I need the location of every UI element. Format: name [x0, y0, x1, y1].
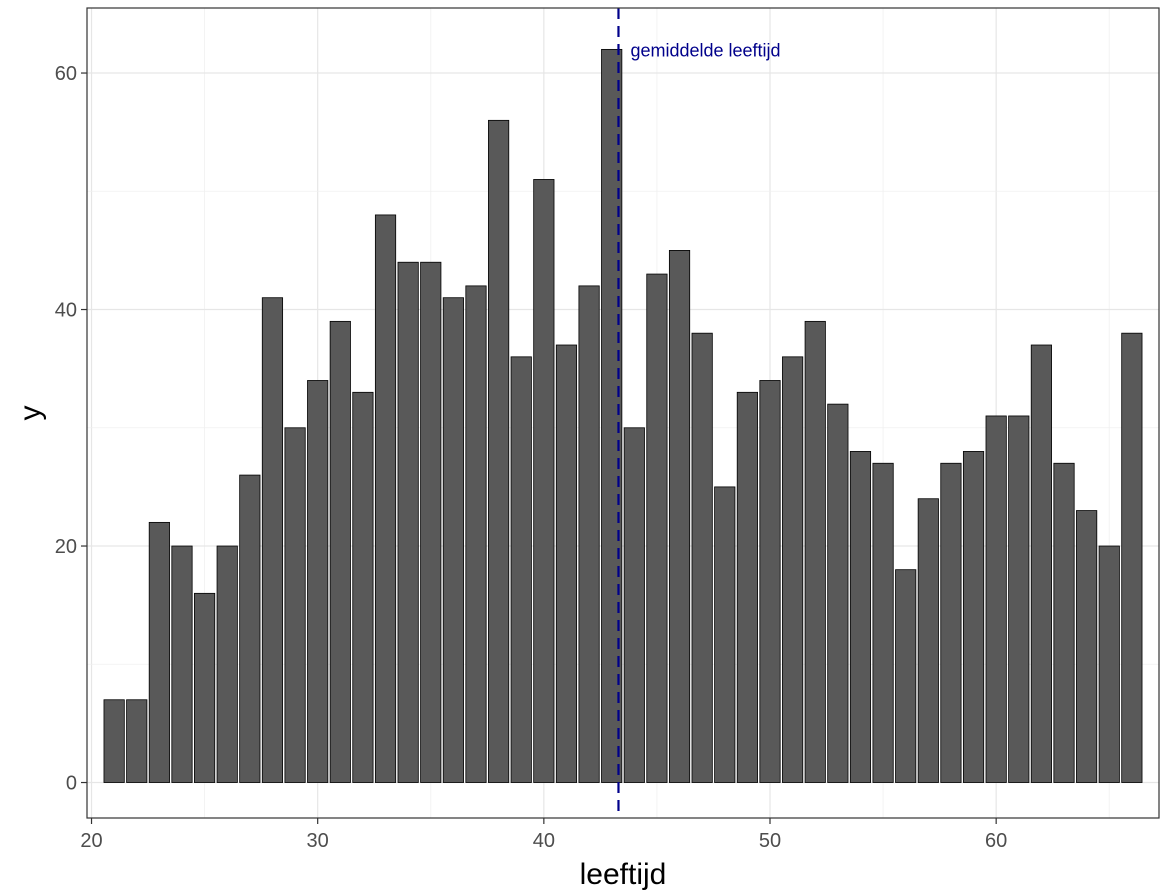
bar: [194, 592, 216, 783]
x-tick-label: 60: [985, 830, 1007, 852]
bar: [827, 403, 849, 783]
bar: [397, 261, 419, 783]
y-tick-label: 0: [66, 773, 77, 795]
bar: [601, 48, 623, 783]
bar: [171, 545, 193, 783]
mean-age-label: gemiddelde leeftijd: [630, 40, 780, 60]
bar: [307, 380, 329, 783]
bar: [623, 427, 645, 783]
bar: [849, 451, 872, 783]
x-tick-label: 30: [307, 830, 329, 852]
x-axis-title: leeftijd: [580, 858, 667, 891]
bar: [420, 261, 442, 783]
bar: [985, 415, 1007, 783]
bar: [759, 380, 781, 783]
bar: [1076, 510, 1098, 783]
y-tick-label: 60: [55, 63, 77, 85]
bar: [148, 521, 170, 783]
y-tick-label: 20: [55, 536, 77, 558]
bar: [1053, 462, 1075, 783]
bar: [668, 250, 691, 783]
x-tick-label: 40: [533, 830, 555, 852]
bar: [103, 699, 125, 783]
panel-border: [86, 7, 1160, 819]
bars-layer: [103, 48, 1143, 783]
bar: [714, 486, 736, 783]
bar: [329, 320, 351, 783]
bar: [533, 179, 555, 783]
bar: [555, 344, 578, 783]
bar: [352, 391, 374, 783]
bar: [1030, 344, 1052, 783]
bar: [239, 474, 261, 783]
bar: [374, 214, 397, 783]
bar: [261, 297, 284, 783]
bar: [1008, 415, 1030, 783]
bar: [962, 451, 985, 783]
y-tick-label: 40: [55, 300, 77, 322]
bar: [578, 285, 600, 783]
bar: [917, 498, 939, 783]
bar: [1098, 545, 1120, 783]
x-tick-label: 50: [759, 830, 781, 852]
x-tick-label: 20: [80, 830, 102, 852]
ticks-layer: 20 30 40 50 60 0 20 40 60: [55, 63, 1008, 852]
annotation-layer: gemiddelde leeftijd: [617, 8, 781, 818]
bar: [488, 119, 510, 783]
bar: [872, 462, 894, 783]
bar: [126, 699, 148, 783]
bar: [216, 545, 238, 783]
bar: [782, 356, 804, 783]
bar: [646, 273, 668, 783]
bar: [736, 391, 758, 783]
bar: [465, 285, 487, 783]
y-axis-title: y: [14, 406, 47, 421]
bar: [804, 320, 826, 783]
bar: [691, 332, 713, 783]
bar: [1121, 332, 1143, 783]
bar: [284, 427, 306, 783]
bar: [510, 356, 532, 783]
bar: [442, 297, 464, 783]
bar: [895, 569, 917, 783]
bar: [940, 462, 962, 783]
